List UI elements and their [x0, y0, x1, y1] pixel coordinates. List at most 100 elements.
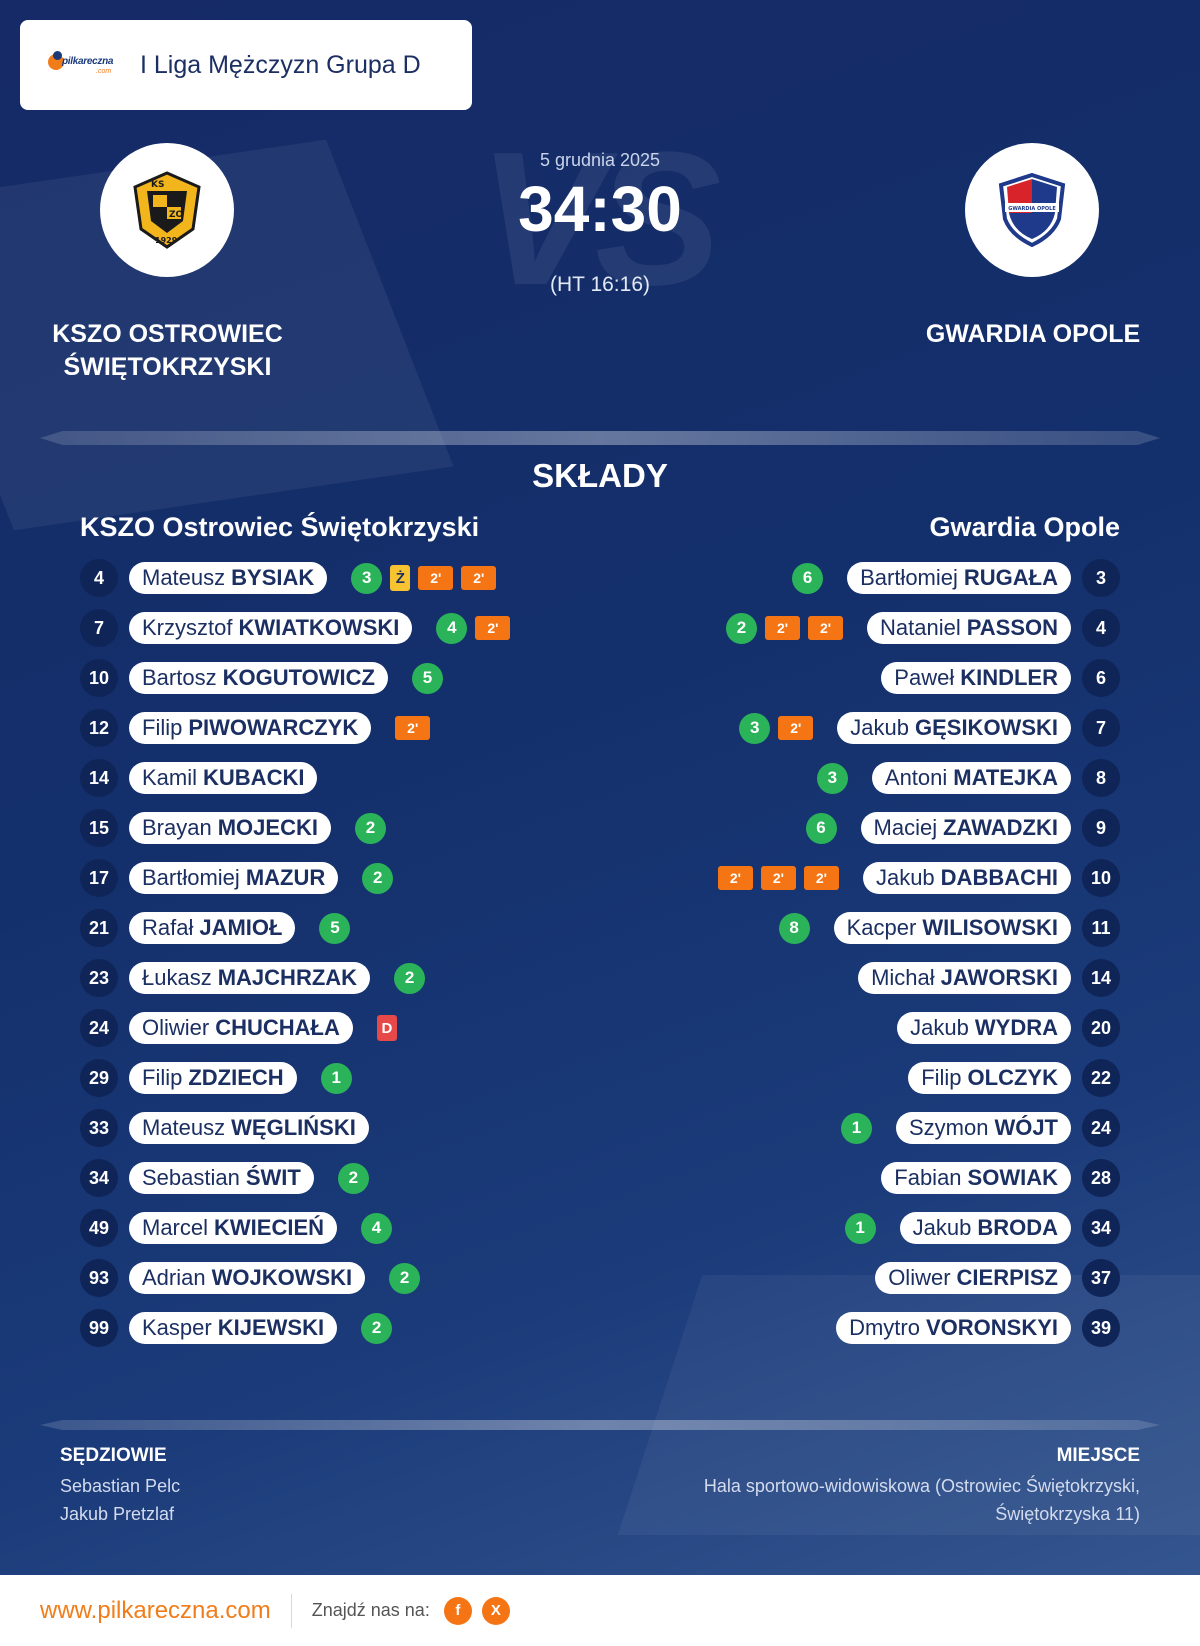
player-first-name: Kamil [142, 765, 198, 790]
player-row: 4 Mateusz BYSIAK 3 Ż 2' 2' [80, 559, 497, 597]
home-crest: KS ZO 1929 [100, 143, 234, 277]
player-last-name: MATEJKA [953, 765, 1058, 790]
player-name: Filip PIWOWARCZYK [129, 712, 372, 744]
goals-badge: 2 [361, 1312, 393, 1344]
goals-badge: 6 [792, 562, 824, 594]
referee-name: Jakub Pretzlaf [60, 1504, 175, 1524]
player-name: Filip OLCZYK [908, 1062, 1071, 1094]
player-row: 10 Jakub DABBACHI 2' 2' 2' [717, 859, 1120, 897]
player-row: 6 Paweł KINDLER [857, 659, 1120, 697]
player-name: Filip ZDZIECH [129, 1062, 297, 1094]
player-row: 3 Bartłomiej RUGAŁA 6 [792, 559, 1120, 597]
suspension-badge: 2' [461, 566, 497, 590]
player-row: 23 Łukasz MAJCHRZAK 2 [80, 959, 426, 997]
shirt-number: 34 [1082, 1209, 1120, 1247]
player-first-name: Brayan [142, 815, 212, 840]
player-row: 20 Jakub WYDRA [873, 1009, 1120, 1047]
player-first-name: Bartłomiej [142, 865, 240, 890]
player-first-name: Fabian [894, 1165, 962, 1190]
player-row: 22 Filip OLCZYK [884, 1059, 1120, 1097]
player-row: 34 Jakub BRODA 1 [844, 1209, 1120, 1247]
player-row: 99 Kasper KIJEWSKI 2 [80, 1309, 393, 1347]
player-name: Bartłomiej MAZUR [129, 862, 339, 894]
kszo-crest-icon: KS ZO 1929 [133, 171, 201, 249]
player-row: 9 Maciej ZAWADZKI 6 [805, 809, 1120, 847]
suspension-badge: 2' [803, 866, 839, 890]
player-first-name: Łukasz [142, 965, 212, 990]
player-name: Mateusz BYSIAK [129, 562, 328, 594]
player-name: Adrian WOJKOWSKI [129, 1262, 366, 1294]
player-events: 6 [805, 812, 837, 844]
player-events: 2' 3 [739, 712, 814, 744]
suspension-badge: 2' [760, 866, 796, 890]
player-first-name: Dmytro [849, 1315, 920, 1340]
shirt-number: 14 [1082, 959, 1120, 997]
player-last-name: MAZUR [245, 865, 326, 890]
player-first-name: Filip [142, 1065, 183, 1090]
goals-badge: 2 [389, 1262, 421, 1294]
goals-badge: 1 [840, 1112, 872, 1144]
player-name: Jakub DABBACHI [862, 862, 1071, 894]
player-first-name: Krzysztof [142, 615, 233, 640]
player-row: 24 Oliwier CHUCHAŁA D [80, 1009, 397, 1047]
suspension-badge: 2' [778, 716, 814, 740]
footer: www.pilkareczna.com Znajdź nas na: f X [0, 1575, 1200, 1646]
suspension-badge: 2' [717, 866, 753, 890]
goals-badge: 2 [394, 962, 426, 994]
shirt-number: 93 [80, 1259, 118, 1297]
player-last-name: KIJEWSKI [217, 1315, 325, 1340]
player-events: 1 [844, 1212, 876, 1244]
shirt-number: 3 [1082, 559, 1120, 597]
shirt-number: 24 [1082, 1109, 1120, 1147]
player-row: 7 Krzysztof KWIATKOWSKI 4 2' [80, 609, 511, 647]
vs-watermark: VS [478, 113, 721, 325]
away-team-name: GWARDIA OPOLE [925, 320, 1141, 348]
svg-text:GWARDIA OPOLE: GWARDIA OPOLE [1008, 206, 1056, 212]
footer-separator [290, 1593, 292, 1628]
website-link[interactable]: www.pilkareczna.com [40, 1596, 271, 1624]
player-events: D [376, 1015, 397, 1041]
player-first-name: Antoni [884, 765, 948, 790]
player-name: Dmytro VORONSKYI [836, 1312, 1071, 1344]
gwardia-crest-icon: GWARDIA OPOLE [998, 173, 1066, 247]
player-name: Michał JAWORSKI [858, 962, 1071, 994]
player-last-name: ZDZIECH [188, 1065, 284, 1090]
find-us-label: Znajdź nas na: [311, 1600, 430, 1620]
goals-badge: 8 [778, 912, 810, 944]
shirt-number: 23 [80, 959, 118, 997]
goals-badge: 1 [320, 1062, 352, 1094]
player-row: 33 Mateusz WĘGLIŃSKI [80, 1109, 393, 1147]
player-name: Kasper KIJEWSKI [129, 1312, 338, 1344]
player-events: 6 [792, 562, 824, 594]
player-last-name: PASSON [966, 615, 1058, 640]
player-row: 28 Fabian SOWIAK [857, 1159, 1120, 1197]
player-name: Sebastian ŚWIT [129, 1162, 314, 1194]
player-last-name: OLCZYK [967, 1065, 1058, 1090]
player-last-name: MAJCHRZAK [217, 965, 358, 990]
home-team-name: KSZO OSTROWIEC ŚWIĘTOKRZYSKI [20, 318, 315, 384]
player-name: Oliwer CIERPISZ [875, 1262, 1071, 1294]
player-last-name: GĘSIKOWSKI [914, 715, 1058, 740]
player-events: 1 [840, 1112, 872, 1144]
player-name: Marcel KWIECIEŃ [129, 1212, 338, 1244]
ball-icon [48, 51, 64, 70]
x-icon[interactable]: X [481, 1596, 510, 1625]
shirt-number: 33 [80, 1109, 118, 1147]
match-date: 5 grudnia 2025 [539, 150, 661, 170]
player-row: 93 Adrian WOJKOWSKI 2 [80, 1259, 421, 1297]
venue-line: Hala sportowo-widowiskowa (Ostrowiec Świ… [703, 1476, 1140, 1496]
player-row: 11 Kacper WILISOWSKI 8 [778, 909, 1120, 947]
player-last-name: KWIECIEŃ [214, 1215, 325, 1240]
shirt-number: 17 [80, 859, 118, 897]
goals-badge: 4 [436, 612, 468, 644]
player-last-name: BYSIAK [231, 565, 315, 590]
player-first-name: Kacper [846, 915, 917, 940]
pilkareczna-logo: pilkareczna .com [48, 50, 120, 80]
player-first-name: Mateusz [142, 1115, 226, 1140]
goals-badge: 6 [805, 812, 837, 844]
player-events: 4 2' [436, 612, 511, 644]
player-last-name: DABBACHI [940, 865, 1058, 890]
home-lineup-title: KSZO Ostrowiec Świętokrzyski [80, 512, 480, 542]
facebook-icon[interactable]: f [443, 1596, 472, 1625]
player-events: 2 [337, 1162, 369, 1194]
